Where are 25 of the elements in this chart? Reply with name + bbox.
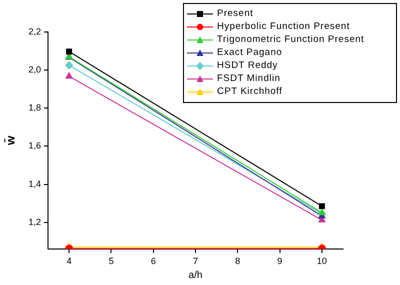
- legend-label: Trigonometric Function Present: [217, 34, 364, 45]
- x-tick-label: 8: [235, 256, 240, 266]
- y-tick-label: 2,2: [28, 26, 41, 36]
- point: [65, 61, 74, 70]
- x-tick-label: 7: [192, 256, 198, 266]
- legend-label: CPT Kirchhoff: [217, 86, 282, 97]
- legend-label: Hyperbolic Function Present: [217, 21, 350, 32]
- legend-label: Exact Pagano: [217, 47, 282, 58]
- x-tick-label: 9: [277, 256, 282, 266]
- x-tick-label: 10: [316, 256, 327, 266]
- legend-label: FSDT Mindlin: [217, 73, 280, 84]
- y-tick-label: 2,0: [28, 64, 41, 75]
- y-tick-label: 1,6: [28, 140, 41, 151]
- legend-label: HSDT Reddy: [217, 60, 278, 71]
- point: [66, 48, 72, 55]
- x-tick-label: 5: [108, 256, 114, 266]
- point: [318, 203, 325, 210]
- y-tick-label: 1,2: [28, 216, 41, 227]
- y-tick-label: 1,4: [28, 178, 41, 189]
- x-tick-label: 6: [150, 256, 156, 266]
- y-tick-label: 1,8: [28, 102, 41, 113]
- legend-label: Present: [217, 8, 254, 19]
- x-tick-label: 4: [66, 256, 72, 266]
- y-axis-title: w̄: [4, 135, 18, 146]
- x-axis-title: a/h: [188, 270, 202, 281]
